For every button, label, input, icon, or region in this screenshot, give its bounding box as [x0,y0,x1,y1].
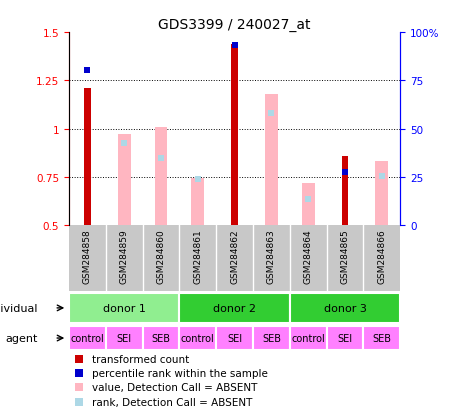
Text: GSM284861: GSM284861 [193,229,202,283]
Bar [289,326,326,350]
Text: control: control [70,333,104,343]
Text: percentile rank within the sample: percentile rank within the sample [92,368,268,378]
Bar [179,293,289,323]
Bar [118,135,130,225]
Text: donor 2: donor 2 [213,303,256,313]
Text: GSM284863: GSM284863 [266,229,275,283]
Text: GSM284860: GSM284860 [156,229,165,283]
Text: SEB: SEB [261,333,280,343]
Text: control: control [180,333,214,343]
Bar [69,326,106,350]
Text: agent: agent [6,333,38,343]
Text: SEB: SEB [151,333,170,343]
Bar [252,326,289,350]
Bar [191,178,204,225]
Bar [216,326,252,350]
Bar [341,156,347,225]
Bar [326,326,363,350]
Text: individual: individual [0,303,38,313]
Bar [142,326,179,350]
Bar [375,162,387,225]
Bar [84,89,90,225]
Text: GSM284858: GSM284858 [83,229,92,283]
Bar [179,326,216,350]
Text: SEI: SEI [117,333,131,343]
Bar [363,326,399,350]
Text: SEB: SEB [371,333,391,343]
Text: GSM284865: GSM284865 [340,229,349,283]
Title: GDS3399 / 240027_at: GDS3399 / 240027_at [158,18,310,32]
Text: transformed count: transformed count [92,354,189,364]
Text: GSM284864: GSM284864 [303,229,312,283]
Bar [301,183,314,225]
Text: donor 3: donor 3 [323,303,366,313]
Bar [264,95,277,225]
Bar [231,45,237,225]
Text: GSM284866: GSM284866 [376,229,386,283]
Text: donor 1: donor 1 [102,303,146,313]
Bar [154,127,167,225]
Bar [106,326,142,350]
Text: GSM284859: GSM284859 [119,229,129,283]
Text: SEI: SEI [337,333,352,343]
Bar [289,293,399,323]
Text: control: control [291,333,325,343]
Text: value, Detection Call = ABSENT: value, Detection Call = ABSENT [92,382,257,392]
Text: GSM284862: GSM284862 [230,229,239,283]
Text: SEI: SEI [227,333,241,343]
Text: rank, Detection Call = ABSENT: rank, Detection Call = ABSENT [92,397,252,407]
Bar [69,293,179,323]
